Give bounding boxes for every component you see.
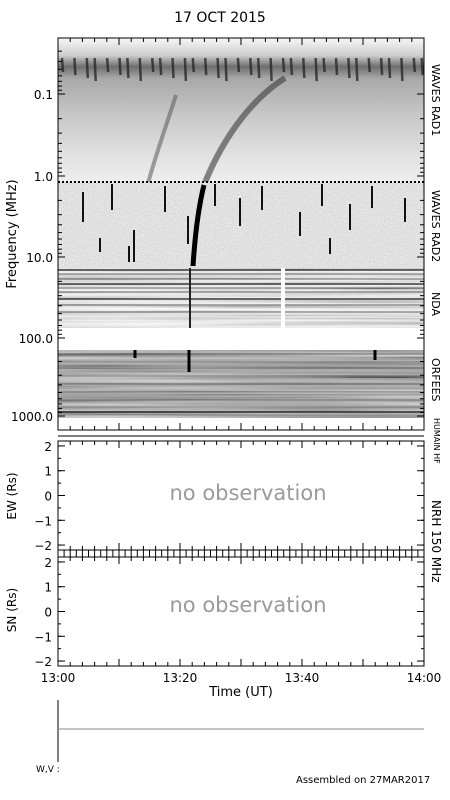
pos-tick-label: 1	[44, 465, 52, 479]
rad1-spike	[158, 57, 163, 76]
rad1-spike	[249, 57, 253, 76]
assembled-note: Assembled on 27MAR2017	[296, 775, 430, 786]
ew-axis: 2 1 0 −1 −2	[34, 440, 425, 557]
rad1-spike	[322, 57, 326, 73]
spectrogram-time-ticks	[57, 38, 425, 437]
rad2-interference-lines	[82, 184, 406, 262]
rad1-spike	[183, 57, 188, 82]
pos-tick-label: −2	[34, 655, 52, 669]
rad1-spike	[334, 57, 339, 76]
rad1-spike	[118, 57, 122, 76]
rad1-spike	[347, 57, 351, 79]
pos-tick-label: 0	[44, 606, 52, 620]
pos-tick-label: 1	[44, 581, 52, 595]
rad1-spike	[289, 57, 294, 76]
figure-title: 17 OCT 2015	[174, 10, 266, 26]
rad1-spike	[400, 57, 404, 82]
rad1-spike	[387, 57, 392, 79]
sn-axis-label: SN (Rs)	[5, 588, 19, 632]
rad1-spike	[367, 57, 371, 73]
rad1-spike	[216, 57, 220, 79]
pos-tick-label: 2	[44, 556, 52, 570]
pos-tick-label: 0	[44, 490, 52, 504]
rad1-spike	[105, 57, 110, 73]
nda-data-gap	[281, 268, 285, 328]
time-tick-label: 13:00	[41, 671, 76, 685]
freq-tick-label: 100.0	[19, 332, 53, 346]
rad1-spike	[126, 57, 130, 79]
rad1-spike	[281, 57, 286, 73]
rad1-spike	[224, 57, 228, 82]
rad1-spike	[236, 57, 241, 73]
instrument-label-orfees: ORFEES	[429, 358, 442, 402]
rad1-spike	[314, 57, 318, 82]
time-axis-label: Time (UT)	[208, 685, 273, 700]
rad1-spike	[412, 57, 417, 73]
rad1-spike	[420, 57, 424, 76]
freq-tick-label: 1.0	[34, 170, 53, 184]
pos-tick-label: 2	[44, 440, 52, 454]
spectrogram-panel: 0.1 1.0 10.0 100.0 1000.0 Frequency (MHz) WA…	[5, 37, 442, 464]
frequency-axis: 0.1 1.0 10.0 100.0 1000.0	[11, 50, 424, 424]
instrument-label-waves-rad1: WAVES RAD1	[429, 64, 442, 136]
freq-tick-label: 1000.0	[11, 410, 53, 424]
ew-axis-label: EW (Rs)	[5, 472, 19, 519]
rad1-spike	[73, 57, 77, 76]
rad1-spike	[355, 57, 359, 82]
rad1-spike	[302, 57, 306, 79]
time-tick-label: 13:40	[285, 671, 320, 685]
nda-streaks	[58, 268, 424, 328]
rad1-spike	[269, 57, 273, 82]
rad1-spike-row	[60, 57, 424, 82]
rad1-spike	[256, 57, 261, 79]
nrh-instrument-label: NRH 150 MHz	[429, 500, 443, 583]
wv-label: W,V :	[36, 765, 60, 775]
instrument-label-humain-hf: HUMAIN HF	[432, 418, 441, 464]
pos-tick-label: −2	[34, 539, 52, 553]
freq-tick-label: 0.1	[34, 88, 53, 102]
time-tick-label: 13:20	[163, 671, 198, 685]
sn-no-observation: no observation	[169, 593, 326, 617]
rad1-spike	[93, 57, 97, 82]
instrument-label-nda: NDA	[429, 292, 442, 317]
type-iii-burst-rad2	[190, 184, 207, 267]
rad1-spike	[171, 57, 175, 79]
rad1-spike	[85, 57, 90, 79]
rad1-spike	[138, 57, 143, 82]
time-axis: 13:00 13:20 13:40 14:00	[41, 671, 442, 685]
freq-tick-label: 10.0	[26, 251, 53, 265]
instrument-label-waves-rad2: WAVES RAD2	[429, 190, 442, 262]
rad1-spike	[60, 57, 65, 73]
sn-axis: 2 1 0 −1 −2	[34, 556, 425, 669]
rad1-spike	[150, 57, 155, 73]
rad1-spike	[203, 57, 208, 76]
ew-no-observation: no observation	[169, 481, 326, 505]
wv-panel: W,V :	[36, 700, 424, 775]
time-tick-label: 14:00	[407, 671, 442, 685]
rad1-spike	[379, 57, 384, 76]
pos-tick-label: −1	[34, 514, 52, 528]
orfees-horizontal-lines	[58, 353, 424, 413]
nrh-ew-panel: 2 1 0 −1 −2 EW (Rs) no observation NRH 150 M…	[5, 440, 443, 583]
pos-tick-label: −1	[34, 630, 52, 644]
frequency-axis-label: Frequency (MHz)	[5, 179, 20, 288]
nrh-sn-panel: 2 1 0 −1 −2 SN (Rs) no observation	[5, 556, 425, 669]
nda-horizontal-lines	[58, 269, 424, 313]
rad1-spike	[191, 57, 196, 73]
